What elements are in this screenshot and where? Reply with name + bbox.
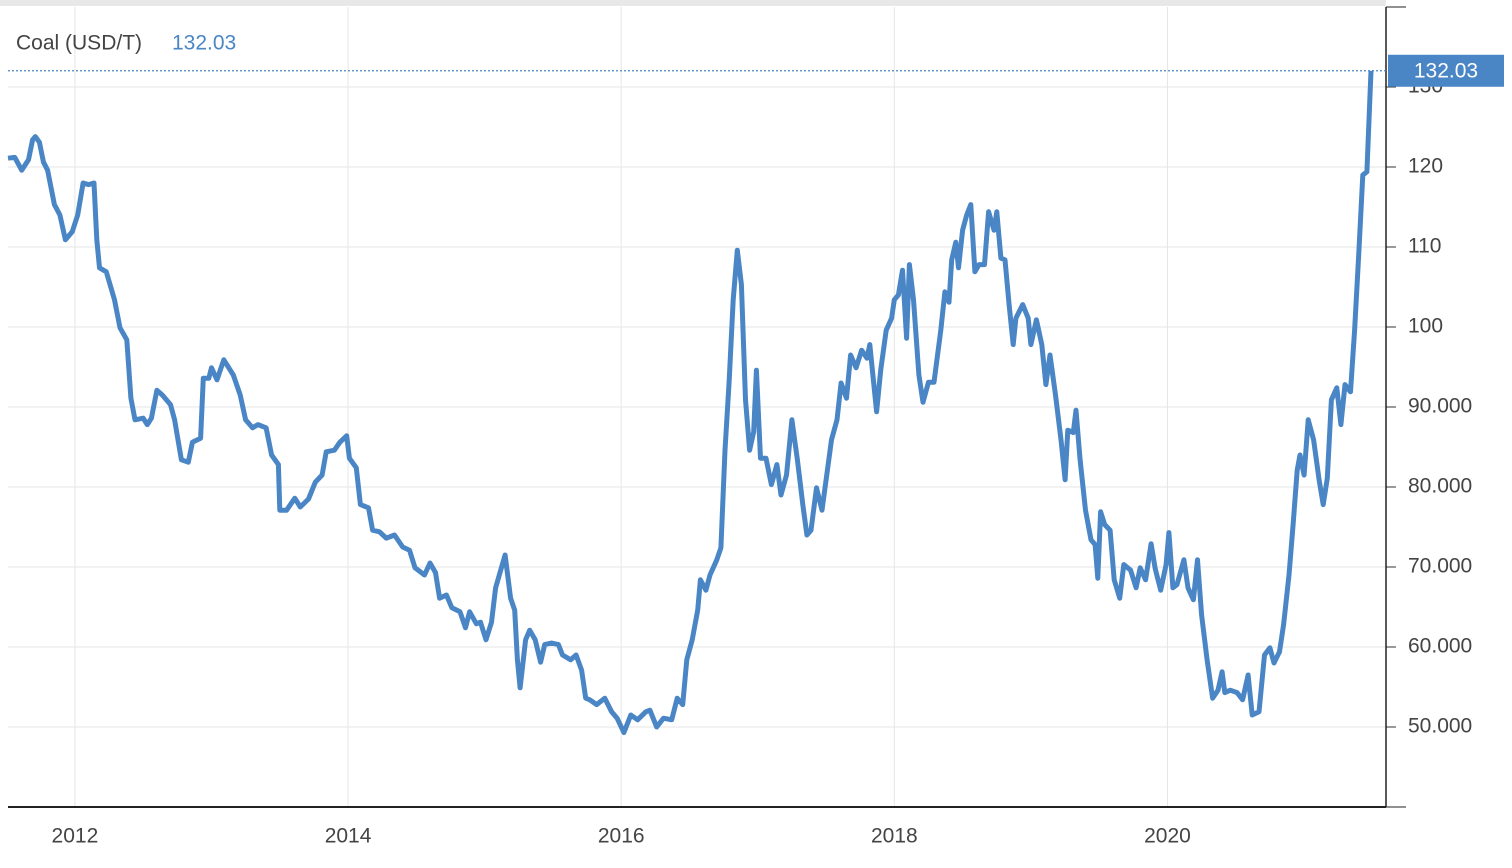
last-value-badge — [1388, 54, 1504, 87]
series-line — [7, 70, 1374, 736]
last-value: 132.03 — [172, 32, 236, 55]
y-tick-label: 70.000 — [1408, 555, 1472, 578]
x-tick-label: 2020 — [1144, 825, 1191, 848]
y-tick-label: 80.000 — [1408, 475, 1472, 498]
grid — [8, 6, 1406, 808]
x-tick-label: 2018 — [871, 825, 918, 848]
y-tick-label: 100 — [1408, 315, 1443, 338]
top-bar — [0, 0, 1386, 6]
y-tick-label: 60.000 — [1408, 635, 1472, 658]
x-tick-label: 2012 — [52, 825, 99, 848]
y-tick-label: 110 — [1408, 235, 1441, 258]
last-value-badge-label: 132.03 — [1414, 59, 1478, 82]
y-tick-label: 50.000 — [1408, 715, 1472, 738]
legend-entry: Coal (USD/T) — [16, 32, 142, 55]
plot — [7, 70, 1386, 736]
x-tick-label: 2016 — [598, 825, 645, 848]
y-tick-label: 90.000 — [1408, 395, 1472, 418]
x-tick-label: 2014 — [325, 825, 372, 848]
y-tick-label: 120 — [1408, 155, 1443, 178]
